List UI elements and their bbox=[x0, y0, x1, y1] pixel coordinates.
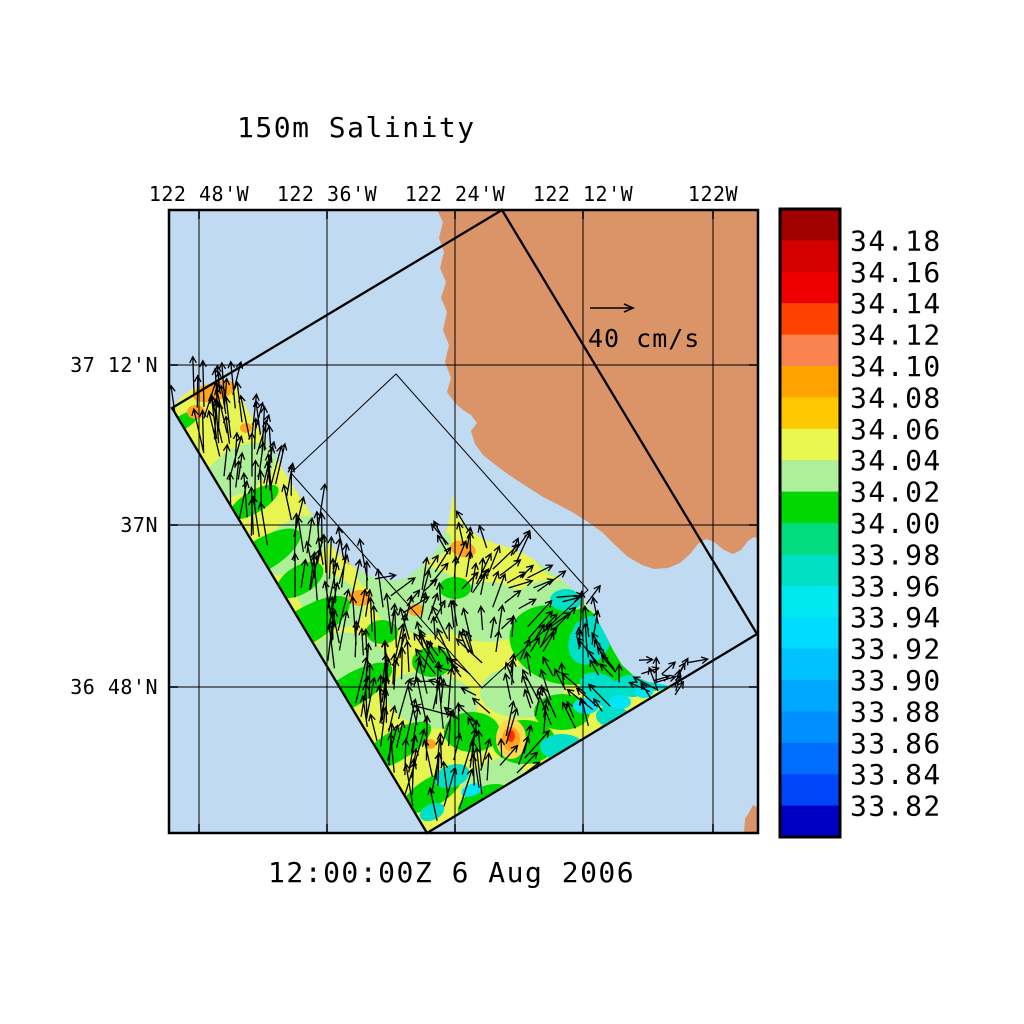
latitude-tick-label: 36 48'N bbox=[70, 675, 158, 699]
axis-labels: 122 48'W 122 36'W 122 24'W 122 12'W 122W 37 1… bbox=[70, 182, 738, 699]
inner-survey-box bbox=[290, 373, 589, 689]
colorbar-segment bbox=[780, 397, 840, 430]
small-island bbox=[491, 436, 499, 442]
colorbar-tick-label: 34.00 bbox=[850, 507, 942, 540]
colorbar-segment bbox=[780, 774, 840, 807]
salinity-patch bbox=[240, 423, 252, 433]
colorbar-segment bbox=[780, 805, 840, 838]
colorbar-segment bbox=[780, 523, 840, 555]
salinity-patch bbox=[419, 802, 445, 822]
colorbar-tick-label: 33.92 bbox=[850, 633, 942, 666]
timestamp-label: 12:00:00Z 6 Aug 2006 bbox=[268, 856, 635, 889]
colorbar-segment bbox=[780, 366, 840, 398]
longitude-tick-label: 122 12'W bbox=[533, 182, 634, 206]
colorbar-tick-label: 34.08 bbox=[850, 381, 942, 414]
colorbar-segment bbox=[780, 460, 840, 493]
longitude-tick-label: 122W bbox=[688, 182, 739, 206]
colorbar: 34.1834.1634.1434.1234.1034.0834.0634.04… bbox=[778, 207, 942, 839]
colorbar-segment bbox=[780, 240, 840, 273]
colorbar-tick-label: 34.14 bbox=[850, 287, 942, 320]
longitude-tick-label: 122 24'W bbox=[405, 182, 506, 206]
colorbar-segment bbox=[780, 334, 840, 367]
colorbar-tick-label: 33.86 bbox=[850, 727, 942, 760]
scale-arrow-icon bbox=[590, 303, 635, 313]
colorbar-tick-label: 33.82 bbox=[850, 790, 942, 823]
salinity-patch bbox=[412, 647, 452, 677]
colorbar-segment bbox=[780, 617, 840, 650]
coastline-landmass bbox=[437, 210, 758, 569]
salinity-patch bbox=[550, 589, 582, 611]
colorbar-tick-label: 34.18 bbox=[850, 224, 942, 257]
colorbar-tick-label: 33.90 bbox=[850, 664, 942, 697]
colorbar-tick-label: 34.04 bbox=[850, 444, 942, 477]
current-vector-layer bbox=[167, 355, 710, 821]
colorbar-segment bbox=[780, 648, 840, 681]
coastline-landmass bbox=[744, 805, 758, 833]
grid-layer bbox=[169, 210, 758, 833]
map: 40 cm/s 122 48'W 122 36'W 122 24'W 122 12'W… bbox=[70, 182, 760, 835]
latitude-tick-label: 37 12'N bbox=[70, 353, 158, 377]
longitude-tick-label: 122 48'W bbox=[149, 182, 250, 206]
colorbar-segment bbox=[780, 303, 840, 336]
colorbar-tick-label: 33.96 bbox=[850, 570, 942, 603]
colorbar-tick-label: 34.10 bbox=[850, 350, 942, 383]
colorbar-tick-label: 33.94 bbox=[850, 601, 942, 634]
map-frame bbox=[167, 208, 760, 835]
vector-scale-legend: 40 cm/s bbox=[588, 303, 700, 353]
colorbar-segment bbox=[780, 680, 840, 712]
latitude-tick-label: 37N bbox=[120, 513, 158, 537]
colorbar-segment bbox=[780, 491, 840, 524]
colorbar-segment bbox=[780, 271, 840, 304]
colorbar-tick-label: 33.88 bbox=[850, 695, 942, 728]
colorbar-segment bbox=[780, 209, 840, 241]
salinity-patch bbox=[434, 763, 470, 789]
colorbar-tick-label: 34.12 bbox=[850, 319, 942, 352]
colorbar-border bbox=[778, 207, 842, 839]
colorbar-tick-label: 34.16 bbox=[850, 256, 942, 289]
salinity-patch bbox=[609, 695, 631, 709]
scale-arrow-label: 40 cm/s bbox=[588, 324, 700, 353]
colorbar-segment bbox=[780, 428, 840, 461]
colorbar-segment bbox=[780, 742, 840, 775]
colorbar-tick-label: 34.06 bbox=[850, 413, 942, 446]
colorbar-tick-label: 34.02 bbox=[850, 476, 942, 509]
colorbar-segment bbox=[780, 554, 840, 587]
plot-title: 150m Salinity bbox=[237, 111, 476, 144]
longitude-tick-label: 122 36'W bbox=[277, 182, 378, 206]
current-vectors bbox=[167, 355, 710, 821]
inner-survey-box-outline bbox=[290, 373, 589, 689]
colorbar-tick-label: 33.98 bbox=[850, 538, 942, 571]
small-island bbox=[479, 387, 487, 393]
colorbar-tick-label: 33.84 bbox=[850, 758, 942, 791]
colorbar-segment bbox=[780, 585, 840, 618]
land-layer bbox=[437, 210, 758, 833]
axis-tick-marks bbox=[169, 210, 758, 833]
colorbar-segment bbox=[780, 711, 840, 744]
